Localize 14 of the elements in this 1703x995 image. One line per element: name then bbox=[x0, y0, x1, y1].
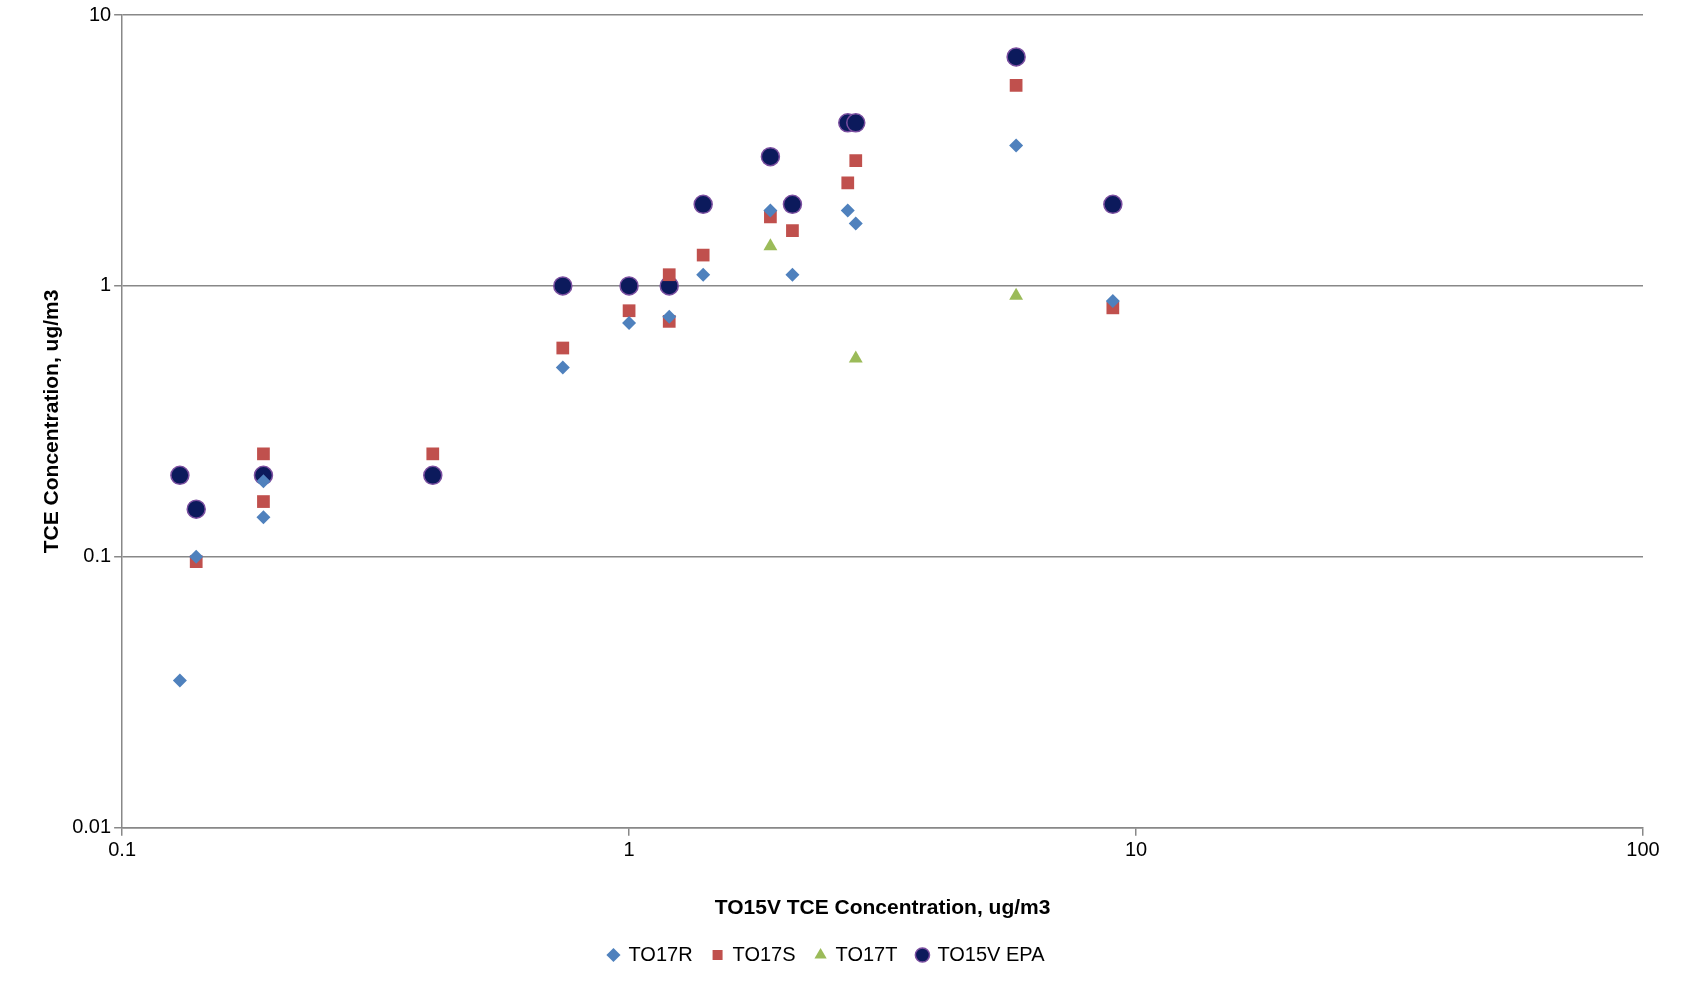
x-tick-label: 10 bbox=[1124, 838, 1148, 861]
legend-label: TO17T bbox=[835, 942, 898, 965]
x-tick-label: 1 bbox=[623, 838, 635, 861]
y-tick-label: 0.1 bbox=[83, 544, 112, 567]
legend-label: TO17S bbox=[732, 942, 796, 965]
legend-label: TO17R bbox=[628, 942, 693, 965]
x-tick-label: 100 bbox=[1626, 838, 1660, 861]
legend-label: TO15V EPA bbox=[937, 942, 1046, 965]
y-tick-label: 10 bbox=[88, 2, 112, 25]
x-axis-title: TO15V TCE Concentration, ug/m3 bbox=[714, 895, 1051, 919]
x-tick-label: 0.1 bbox=[108, 838, 137, 861]
y-tick-label: 0.01 bbox=[72, 815, 112, 838]
y-tick-label: 1 bbox=[100, 273, 112, 296]
y-axis-title: TCE Concentration, ug/m3 bbox=[39, 289, 63, 554]
